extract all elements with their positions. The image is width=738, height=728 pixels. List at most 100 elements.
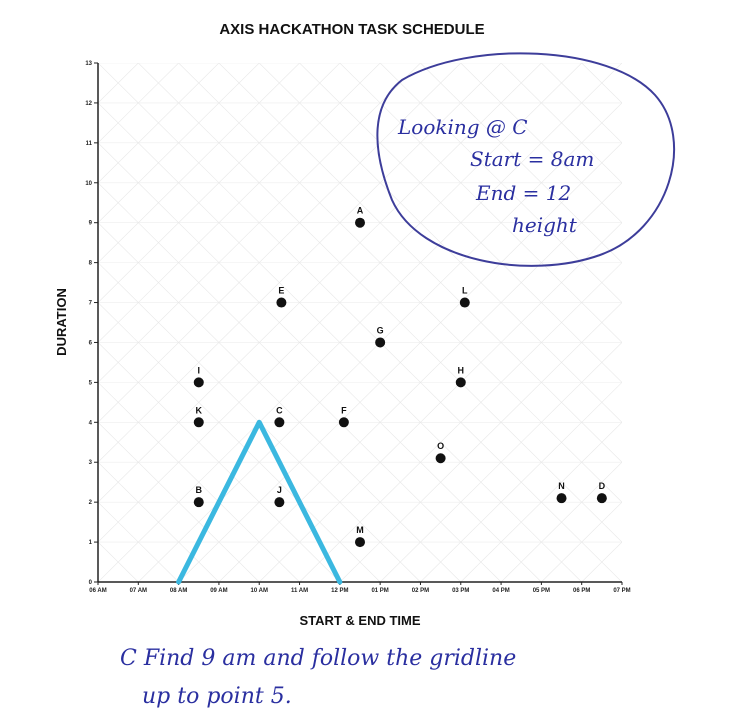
point-label: F	[341, 405, 347, 415]
grid-line-diag	[98, 302, 381, 582]
grid-line-diag	[98, 581, 99, 582]
annotation-line-2: Start = 8am	[470, 147, 594, 171]
chart-title: AXIS HACKATHON TASK SCHEDULE	[219, 21, 484, 38]
grid-line-diag	[98, 63, 139, 104]
grid-line-diag	[98, 461, 220, 582]
point-g: G	[375, 325, 386, 348]
point-marker	[193, 377, 204, 388]
grid-line-diag	[621, 581, 622, 582]
point-n: N	[556, 481, 567, 504]
y-axis-title: DURATION	[54, 288, 69, 356]
point-f: F	[338, 405, 349, 428]
grid-line-diag	[339, 302, 622, 582]
y-tick-label: 6	[89, 340, 93, 346]
grid-line-diag	[98, 63, 502, 463]
point-label: A	[357, 206, 364, 216]
highlight-triangle-c	[176, 419, 343, 585]
point-b: B	[193, 485, 204, 508]
point-e: E	[276, 286, 287, 308]
x-tick-label: 08 AM	[170, 588, 187, 594]
grid-line-diag	[98, 63, 622, 582]
grid-line-diag	[379, 63, 622, 303]
grid-line-diag	[98, 142, 542, 582]
grid-line-diag	[379, 342, 622, 582]
y-tick-label: 8	[89, 261, 93, 267]
grid-line-diag	[259, 222, 622, 582]
y-tick-label: 2	[89, 500, 93, 506]
point-label: B	[196, 485, 203, 495]
grid-line-diag	[339, 63, 622, 343]
x-tick-label: 01 PM	[371, 588, 388, 594]
point-label: O	[437, 441, 444, 451]
grid-line-diag	[98, 63, 99, 64]
point-c: C	[274, 405, 285, 428]
point-a: A	[355, 206, 365, 228]
grid-line-diag	[218, 182, 622, 582]
x-tick-label: 06 AM	[89, 588, 106, 594]
x-tick-label: 02 PM	[412, 588, 429, 594]
grid-line-diag	[98, 222, 461, 582]
grid-line-diag	[500, 461, 622, 582]
point-marker	[193, 497, 204, 508]
y-tick-label: 1	[89, 540, 93, 546]
point-label: K	[196, 405, 203, 415]
grid-line-diag	[420, 381, 622, 582]
x-tick-label: 09 AM	[210, 588, 227, 594]
x-tick-label: 07 AM	[130, 588, 147, 594]
point-label: D	[599, 481, 606, 491]
point-d: D	[596, 481, 607, 504]
point-label: N	[558, 481, 565, 491]
grid-line-diag	[299, 63, 622, 383]
point-label: I	[198, 365, 201, 375]
grid-line-diag	[98, 102, 582, 582]
grid-line-diag	[460, 63, 622, 224]
point-label: G	[377, 325, 384, 335]
circle-annotation: Looking @ C Start = 8am End = 12 height	[376, 52, 676, 267]
x-tick-label: 04 PM	[492, 588, 509, 594]
point-i: I	[193, 365, 204, 388]
grid	[0, 63, 738, 582]
point-o: O	[435, 441, 446, 464]
annotation-line-3: End = 12	[475, 181, 571, 205]
x-tick-label: 10 AM	[251, 588, 268, 594]
y-tick-label: 3	[89, 460, 93, 466]
point-j: J	[274, 485, 285, 508]
point-marker	[435, 453, 446, 464]
grid-line-diag	[98, 63, 461, 423]
grid-line-diag	[703, 63, 738, 582]
y-tick-label: 13	[85, 61, 92, 67]
grid-line-diag	[178, 63, 622, 503]
bottom-note-line-1: C Find 9 am and follow the gridline	[120, 646, 516, 671]
point-marker	[375, 337, 386, 348]
annotation-line-1: Looking @ C	[397, 115, 528, 139]
annotation-ellipse	[376, 52, 676, 267]
grid-line-diag	[98, 421, 260, 582]
grid-line-diag	[0, 63, 17, 582]
x-tick-label: 07 PM	[613, 588, 630, 594]
data-points: A B C D E F G H I J K L M N O	[193, 206, 607, 548]
grid-line-diag	[98, 381, 300, 582]
grid-line-diag	[460, 421, 622, 582]
grid-line-diag	[581, 63, 622, 104]
grid-line-diag	[0, 63, 58, 582]
point-marker	[274, 417, 285, 428]
grid-line-diag	[98, 541, 139, 582]
x-axis-title: START & END TIME	[299, 613, 420, 628]
point-label: L	[462, 286, 468, 296]
grid-line-diag	[98, 63, 260, 224]
x-ticks: 06 AM 07 AM 08 AM 09 AM 10 AM 11 AM 12 PM 01 PM…	[89, 582, 631, 594]
grid-line-diag	[98, 63, 220, 184]
point-marker	[556, 493, 567, 504]
y-tick-label: 7	[89, 301, 93, 307]
grid-line-diag	[98, 262, 421, 582]
point-h: H	[455, 365, 466, 388]
x-tick-label: 05 PM	[533, 588, 550, 594]
point-marker	[459, 297, 470, 308]
grid-line-diag	[98, 182, 502, 582]
annotation-line-4: height	[512, 213, 578, 237]
x-tick-label: 03 PM	[452, 588, 469, 594]
y-tick-label: 4	[89, 420, 93, 426]
x-tick-label: 06 PM	[573, 588, 590, 594]
point-l: L	[459, 286, 470, 308]
